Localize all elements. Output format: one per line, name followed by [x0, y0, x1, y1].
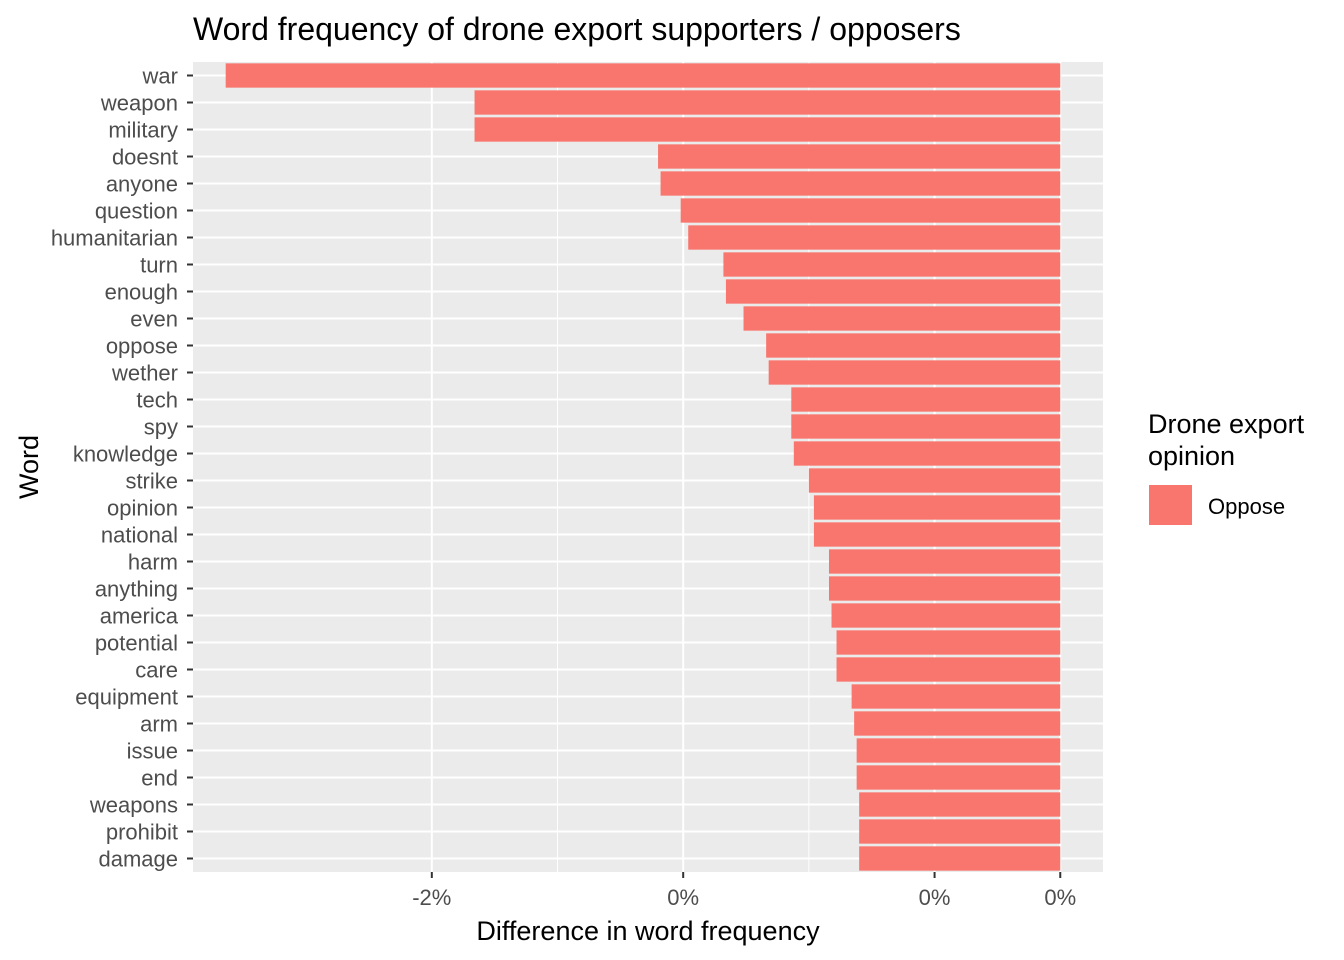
y-tick-label-turn: turn	[140, 253, 178, 278]
y-tick-label-america: america	[100, 604, 179, 629]
chart-title: Word frequency of drone export supporter…	[193, 11, 961, 47]
bar-weapons	[859, 792, 1061, 817]
bar-end	[856, 765, 1061, 790]
bar-weapon	[474, 90, 1061, 115]
y-tick-label-oppose: oppose	[106, 334, 178, 359]
legend-label-oppose: Oppose	[1208, 494, 1285, 519]
bar-damage	[859, 846, 1061, 871]
bar-even	[743, 306, 1061, 331]
bar-strike	[808, 468, 1061, 493]
x-tick-label-2: 0%	[919, 885, 951, 910]
x-axis-title: Difference in word frequency	[476, 916, 820, 946]
legend-title-line-1: Drone export	[1148, 409, 1305, 439]
y-axis: warweaponmilitarydoesntanyonequestionhum…	[51, 64, 193, 872]
x-tick-label-3: 0%	[1044, 885, 1076, 910]
bar-potential	[836, 630, 1061, 655]
bar-anything	[828, 576, 1061, 601]
bar-america	[831, 603, 1061, 628]
bar-question	[680, 198, 1061, 223]
y-tick-label-humanitarian: humanitarian	[51, 226, 178, 251]
y-tick-label-potential: potential	[95, 631, 178, 656]
y-tick-label-weapons: weapons	[89, 793, 178, 818]
y-tick-label-war: war	[142, 64, 178, 89]
plot-panel	[193, 62, 1103, 872]
y-tick-label-care: care	[135, 658, 178, 683]
y-tick-label-anyone: anyone	[106, 172, 178, 197]
bar-opinion	[813, 495, 1061, 520]
y-tick-label-military: military	[108, 118, 178, 143]
bar-enough	[725, 279, 1061, 304]
bar-harm	[828, 549, 1061, 574]
legend-title-line-2: opinion	[1148, 441, 1235, 471]
y-tick-label-equipment: equipment	[75, 685, 178, 710]
legend: Drone export opinion Oppose	[1147, 409, 1305, 527]
y-tick-label-question: question	[95, 199, 178, 224]
bar-wether	[768, 360, 1061, 385]
bar-tech	[791, 387, 1061, 412]
x-tick-label-1: 0%	[667, 885, 699, 910]
bar-humanitarian	[688, 225, 1061, 250]
x-tick-label-0: -2%	[412, 885, 451, 910]
bar-equipment	[851, 684, 1061, 709]
y-axis-title: Word	[14, 435, 44, 499]
bar-oppose	[766, 333, 1061, 358]
y-tick-label-damage: damage	[98, 847, 178, 872]
y-tick-label-enough: enough	[105, 280, 178, 305]
bar-national	[813, 522, 1061, 547]
bar-doesnt	[658, 144, 1061, 169]
bar-prohibit	[859, 819, 1061, 844]
bar-war	[225, 63, 1061, 88]
y-tick-label-knowledge: knowledge	[73, 442, 178, 467]
bar-arm	[854, 711, 1061, 736]
x-axis: -2% 0% 0% 0%	[412, 872, 1076, 910]
y-tick-label-weapon: weapon	[100, 91, 178, 116]
y-tick-label-opinion: opinion	[107, 496, 178, 521]
y-tick-label-issue: issue	[127, 739, 178, 764]
y-tick-label-anything: anything	[95, 577, 178, 602]
y-tick-label-spy: spy	[144, 415, 178, 440]
y-tick-label-wether: wether	[111, 361, 178, 386]
y-tick-label-doesnt: doesnt	[112, 145, 178, 170]
y-tick-label-end: end	[141, 766, 178, 791]
bar-military	[474, 117, 1061, 142]
y-tick-label-prohibit: prohibit	[106, 820, 178, 845]
y-tick-label-arm: arm	[140, 712, 178, 737]
y-tick-label-harm: harm	[128, 550, 178, 575]
bar-issue	[856, 738, 1061, 763]
bar-spy	[791, 414, 1061, 439]
y-tick-label-strike: strike	[125, 469, 178, 494]
bar-care	[836, 657, 1061, 682]
bar-knowledge	[793, 441, 1061, 466]
y-tick-label-even: even	[130, 307, 178, 332]
y-tick-label-national: national	[101, 523, 178, 548]
legend-swatch-oppose	[1147, 483, 1194, 527]
y-tick-label-tech: tech	[136, 388, 178, 413]
bar-anyone	[660, 171, 1061, 196]
bar-turn	[723, 252, 1061, 277]
bars	[225, 63, 1061, 871]
